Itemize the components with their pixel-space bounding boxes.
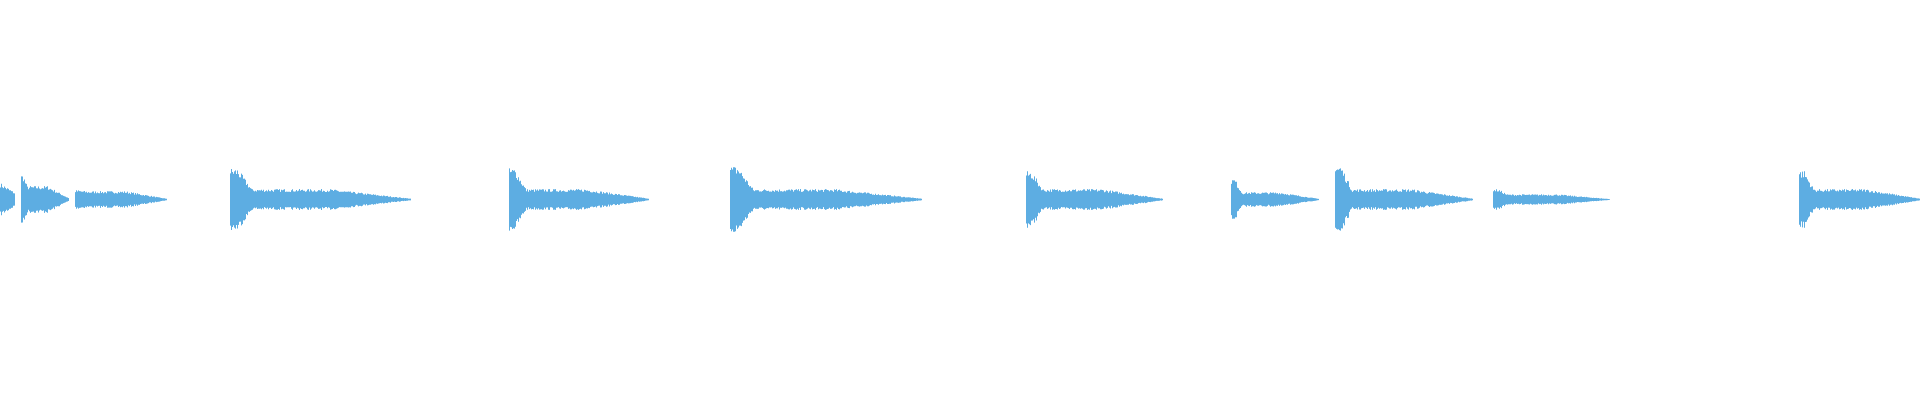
- waveform-segment: [75, 190, 167, 209]
- waveform-segment: [1231, 180, 1319, 219]
- waveform-segment: [1799, 171, 1920, 228]
- waveform-segment: [21, 176, 69, 223]
- waveform-segment: [509, 168, 649, 231]
- waveform-segment: [730, 167, 922, 232]
- waveform-segment: [1335, 168, 1473, 231]
- waveform-segment: [230, 169, 411, 230]
- waveform-segment: [0, 183, 15, 216]
- waveform-segment: [1026, 171, 1163, 228]
- waveform-segment: [1493, 189, 1610, 210]
